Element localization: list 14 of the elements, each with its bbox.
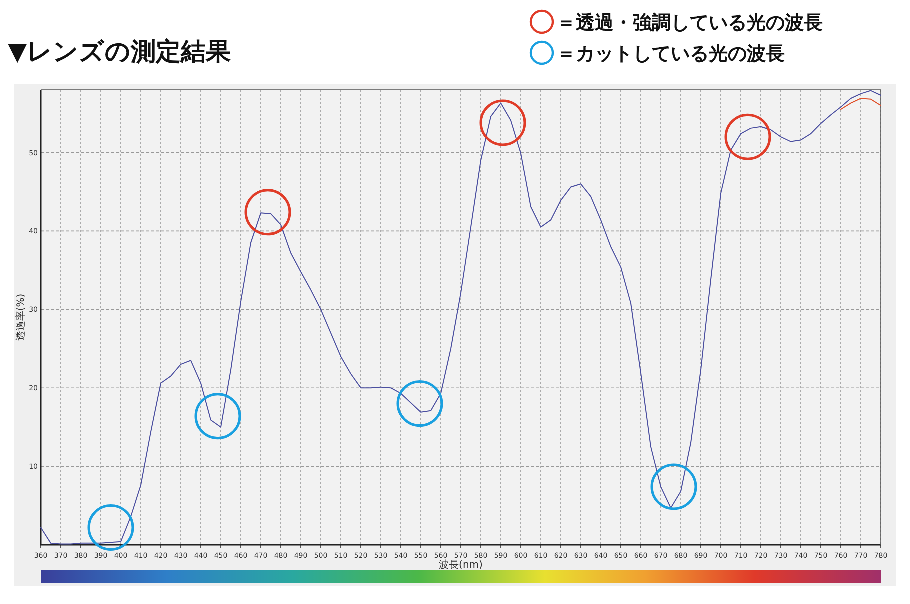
point — [244, 189, 292, 236]
legend-label: ＝透過・強調している光の波長 — [557, 12, 823, 34]
point — [650, 464, 698, 510]
line-series — [40, 90, 882, 545]
legend-label: ＝カットしている光の波長 — [557, 43, 785, 65]
point — [88, 504, 134, 551]
point — [194, 393, 242, 440]
point — [480, 100, 526, 146]
y-axis-title: 透過率(%) — [15, 294, 27, 342]
chart-title: ▼レンズの測定結果 — [8, 37, 232, 66]
point — [396, 380, 444, 428]
x-axis-title: 波長(nm) — [439, 559, 484, 571]
line-series — [840, 98, 882, 110]
point — [724, 114, 772, 160]
